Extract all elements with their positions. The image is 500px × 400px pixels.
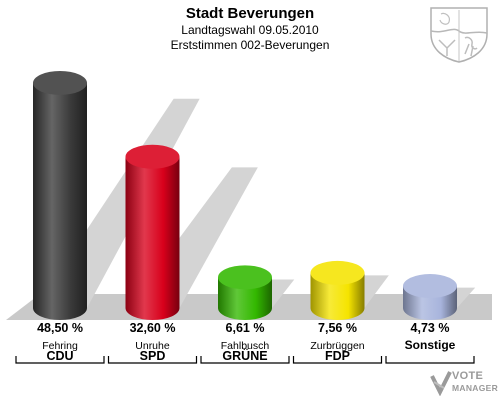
value-label: 32,60 %	[130, 321, 176, 335]
bar-top-grüne	[218, 265, 272, 290]
category-bracket	[200, 356, 290, 364]
category-label: GRÜNE	[222, 348, 267, 363]
category-label: FDP	[325, 349, 350, 363]
category-bracket	[15, 356, 105, 364]
category-bracket	[385, 356, 475, 364]
category-bracket	[292, 356, 383, 364]
coat-of-arms-icon	[430, 7, 488, 63]
bar-fdp	[310, 272, 365, 320]
candidate-label: Zurbrüggen	[310, 340, 364, 352]
chart-subtitle: Landtagswahl 09.05.2010	[181, 23, 319, 37]
bar-top-sonstige	[403, 274, 457, 299]
bar-top-cdu	[33, 70, 87, 95]
category-label: CDU	[46, 349, 73, 363]
chart-title: Stadt Beverungen	[185, 5, 315, 22]
candidate-label: Fahlbusch	[221, 340, 270, 352]
category-label: Sonstige	[405, 338, 456, 352]
value-label: 7,56 %	[318, 321, 357, 335]
bar-top-fdp	[310, 260, 365, 285]
vote-manager-logo-icon	[430, 371, 452, 396]
watermark-line1: VOTE	[452, 370, 484, 382]
bar-spd	[125, 156, 180, 320]
candidate-label: Fehring	[42, 340, 78, 352]
category-bracket	[107, 356, 198, 364]
category-label: SPD	[140, 349, 166, 363]
bar-grüne	[218, 277, 272, 320]
candidate-label: Unruhe	[135, 340, 170, 352]
bar-top-spd	[125, 144, 180, 169]
value-label: 4,73 %	[411, 321, 450, 335]
chart-subtitle-2: Erststimmen 002-Beverungen	[170, 38, 330, 52]
watermark-line2: MANAGER	[452, 383, 499, 393]
watermark: VOTE MANAGER	[428, 368, 498, 398]
value-label: 6,61 %	[226, 321, 265, 335]
bar-cdu	[33, 82, 87, 321]
value-label: 48,50 %	[37, 321, 83, 335]
